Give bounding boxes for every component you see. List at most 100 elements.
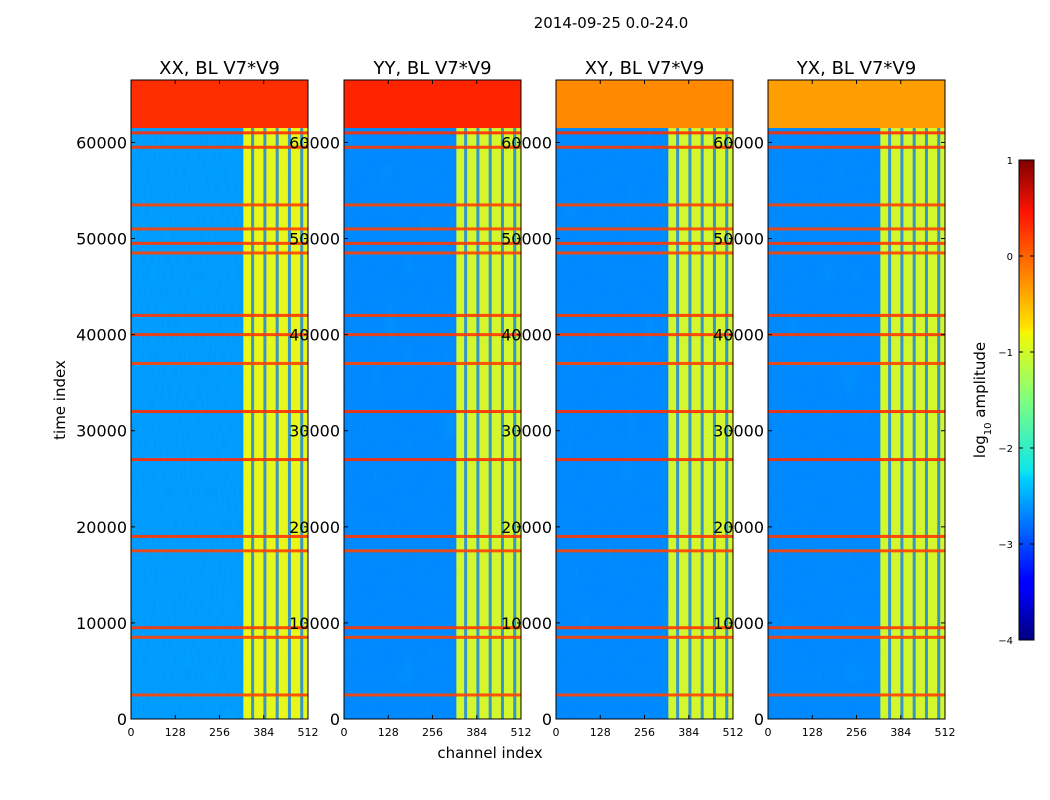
flagged-row <box>131 693 308 697</box>
rfi-band-gap <box>464 80 468 719</box>
x-tick-label: 128 <box>590 726 611 739</box>
colorbar-tick-label: 1 <box>1007 156 1013 167</box>
flagged-row <box>768 549 945 553</box>
flagged-row <box>768 410 945 414</box>
flagged-row <box>344 131 521 135</box>
x-axis-label: channel index <box>437 744 542 762</box>
flagged-row <box>768 145 945 149</box>
y-tick-label: 60000 <box>76 133 127 152</box>
y-tick-label: 40000 <box>713 326 764 345</box>
y-tick-label: 10000 <box>501 614 552 633</box>
y-tick-label: 40000 <box>289 326 340 345</box>
flagged-row <box>344 203 521 207</box>
flagged-row <box>131 145 308 149</box>
flagged-row <box>344 458 521 462</box>
flagged-row <box>556 241 733 245</box>
flagged-row <box>556 534 733 538</box>
rfi-band-gap <box>251 80 255 719</box>
flagged-row <box>556 458 733 462</box>
flagged-row <box>131 313 308 317</box>
panel: YX, BL V7*V9 0 128 256 384 512 0 10000 20000 3000… <box>713 58 955 739</box>
flagged-row <box>344 693 521 697</box>
flagged-top-block <box>768 80 945 129</box>
y-tick-label: 40000 <box>76 326 127 345</box>
rfi-band-gap <box>500 80 504 719</box>
y-axis-label: time index <box>51 360 69 440</box>
flagged-row <box>131 458 308 462</box>
colorbar-tick-label: 0 <box>1007 252 1013 263</box>
rfi-band-gap <box>287 80 291 719</box>
flagged-row <box>131 635 308 639</box>
panel: YY, BL V7*V9 0 128 256 384 512 0 10000 20000 3000… <box>289 58 531 739</box>
rfi-band-gap <box>476 80 480 719</box>
y-tick-label: 20000 <box>713 518 764 537</box>
rfi-band-gap <box>937 80 941 719</box>
y-tick-label: 60000 <box>289 133 340 152</box>
panel-title: XX, BL V7*V9 <box>159 58 280 79</box>
panel-plot <box>344 80 521 719</box>
x-tick-label: 0 <box>341 726 348 739</box>
flagged-row <box>344 251 521 255</box>
x-tick-label: 384 <box>253 726 274 739</box>
rfi-band-gap <box>888 80 892 719</box>
rfi-band-gap <box>725 80 729 719</box>
y-tick-label: 10000 <box>76 614 127 633</box>
flagged-row <box>768 203 945 207</box>
colorbar-tick-label: −2 <box>998 444 1013 455</box>
flagged-row <box>768 333 945 337</box>
y-tick-label: 0 <box>542 710 552 729</box>
x-tick-label: 512 <box>298 726 319 739</box>
flagged-row <box>768 458 945 462</box>
y-tick-label: 0 <box>117 710 127 729</box>
flagged-row <box>344 635 521 639</box>
y-tick-label: 40000 <box>501 326 552 345</box>
flagged-row <box>131 333 308 337</box>
rfi-band-gap <box>924 80 928 719</box>
flagged-row <box>131 241 308 245</box>
x-tick-label: 512 <box>935 726 956 739</box>
y-tick-label: 30000 <box>713 422 764 441</box>
colorbar-tick-label: −3 <box>998 540 1013 551</box>
panel: XX, BL V7*V9 0 128 256 384 512 0 10000 20000 3000… <box>76 58 318 739</box>
panel-title: YY, BL V7*V9 <box>372 58 491 79</box>
flagged-row <box>131 361 308 365</box>
flagged-row <box>768 626 945 630</box>
flagged-row <box>556 626 733 630</box>
y-tick-label: 10000 <box>713 614 764 633</box>
flagged-row <box>131 626 308 630</box>
flagged-row <box>344 549 521 553</box>
colorbar: 1 0 −1 −2 −3 −4 log10 amplitude <box>971 156 1035 647</box>
panel-plot <box>768 80 945 719</box>
flagged-row <box>344 534 521 538</box>
y-tick-label: 20000 <box>501 518 552 537</box>
flagged-row <box>344 626 521 630</box>
x-tick-label: 128 <box>378 726 399 739</box>
flagged-row <box>768 241 945 245</box>
flagged-row <box>131 131 308 135</box>
heatmap-panels: XX, BL V7*V9 0 128 256 384 512 0 10000 20000 3000… <box>76 58 955 739</box>
flagged-row <box>768 313 945 317</box>
y-tick-label: 50000 <box>713 230 764 249</box>
y-tick-label: 0 <box>754 710 764 729</box>
x-tick-label: 0 <box>765 726 772 739</box>
x-tick-label: 384 <box>678 726 699 739</box>
x-tick-label: 256 <box>634 726 655 739</box>
flagged-row <box>344 145 521 149</box>
rfi-band-gap <box>900 80 904 719</box>
flagged-row <box>131 549 308 553</box>
y-tick-label: 20000 <box>76 518 127 537</box>
y-tick-label: 50000 <box>501 230 552 249</box>
colorbar-label: log10 amplitude <box>971 342 994 458</box>
x-tick-label: 0 <box>128 726 135 739</box>
rfi-band-gap <box>712 80 716 719</box>
flagged-row <box>556 410 733 414</box>
x-tick-label: 256 <box>422 726 443 739</box>
colorbar-tick-label: −4 <box>998 636 1013 647</box>
rfi-band-gap <box>912 80 916 719</box>
flagged-row <box>768 131 945 135</box>
flagged-row <box>556 333 733 337</box>
y-tick-label: 30000 <box>501 422 552 441</box>
flagged-row <box>131 251 308 255</box>
flagged-row <box>768 251 945 255</box>
